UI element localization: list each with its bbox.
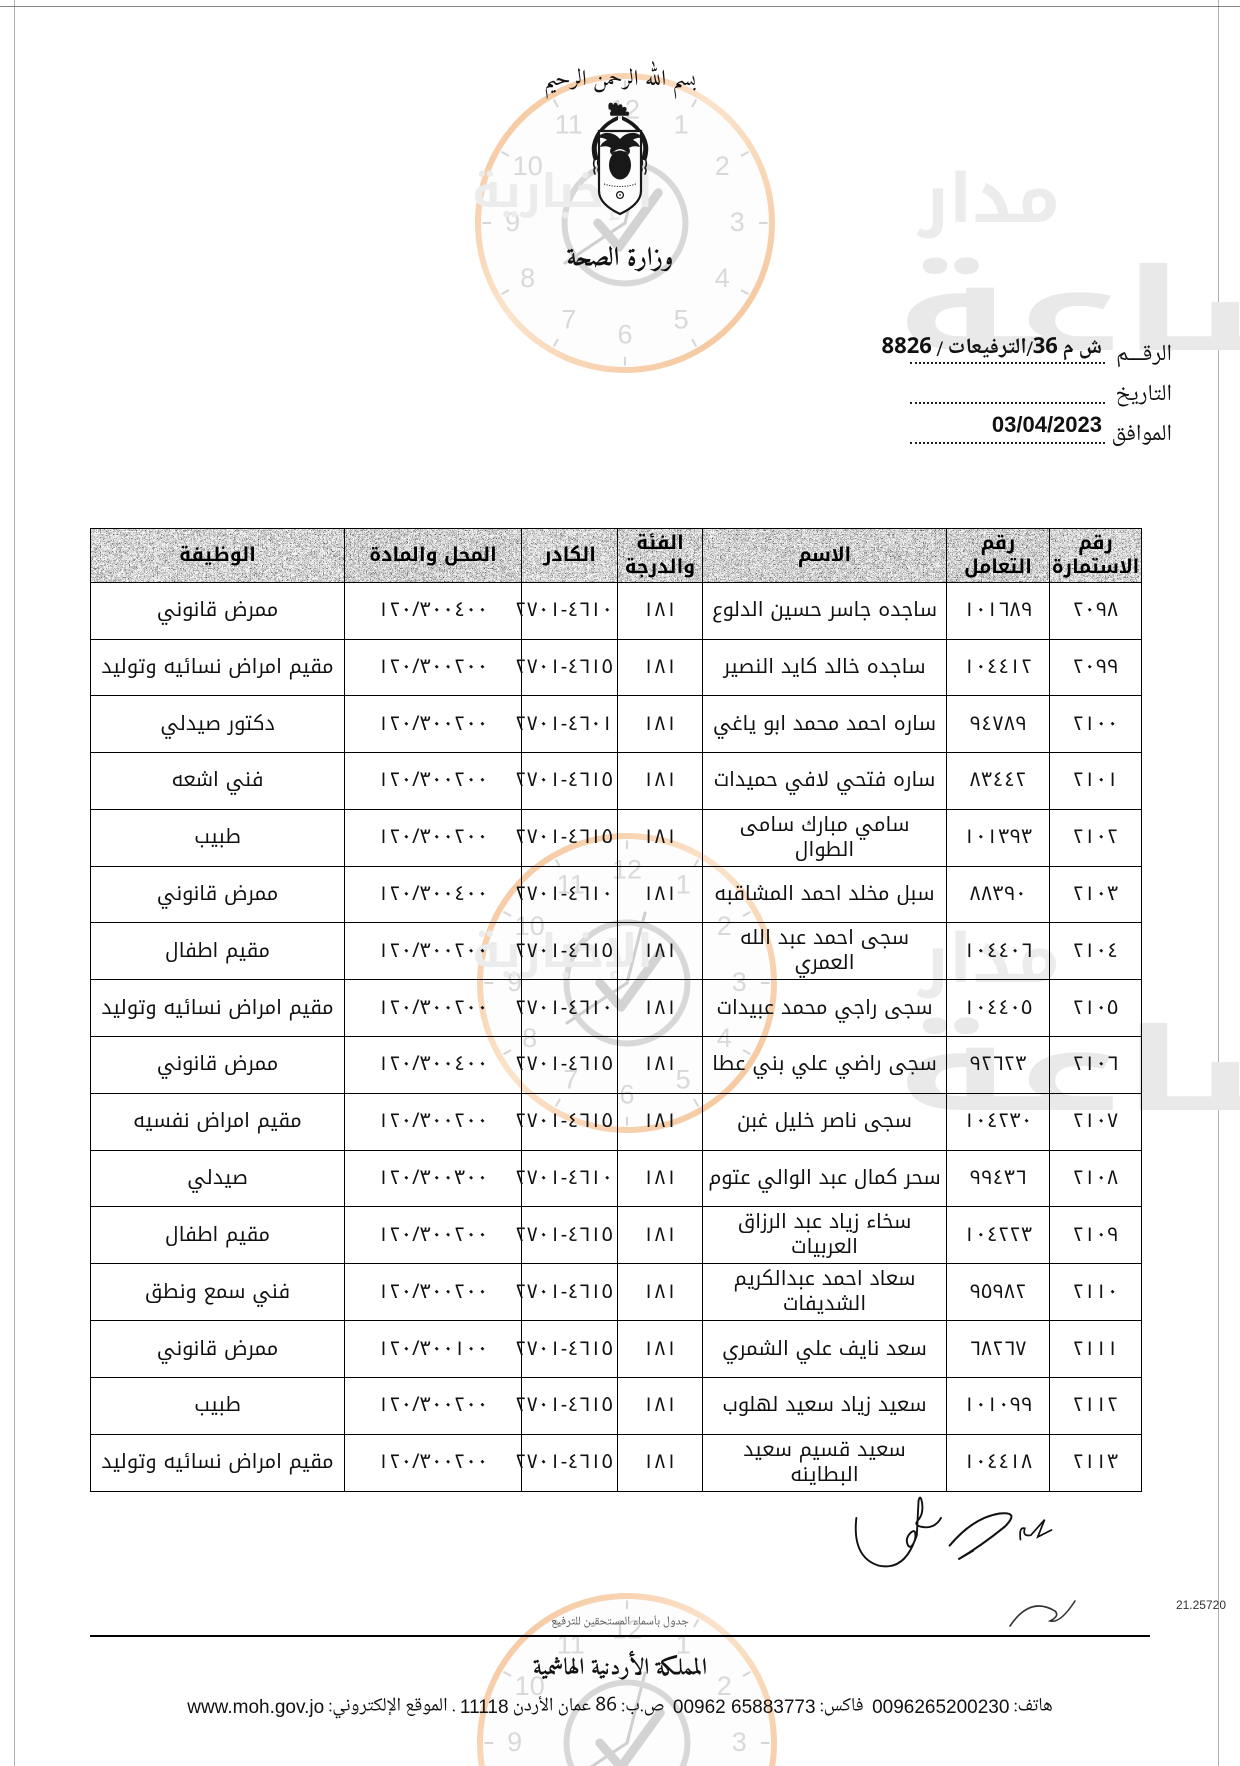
svg-text:9: 9: [507, 1727, 522, 1757]
svg-text:3: 3: [732, 1727, 747, 1757]
